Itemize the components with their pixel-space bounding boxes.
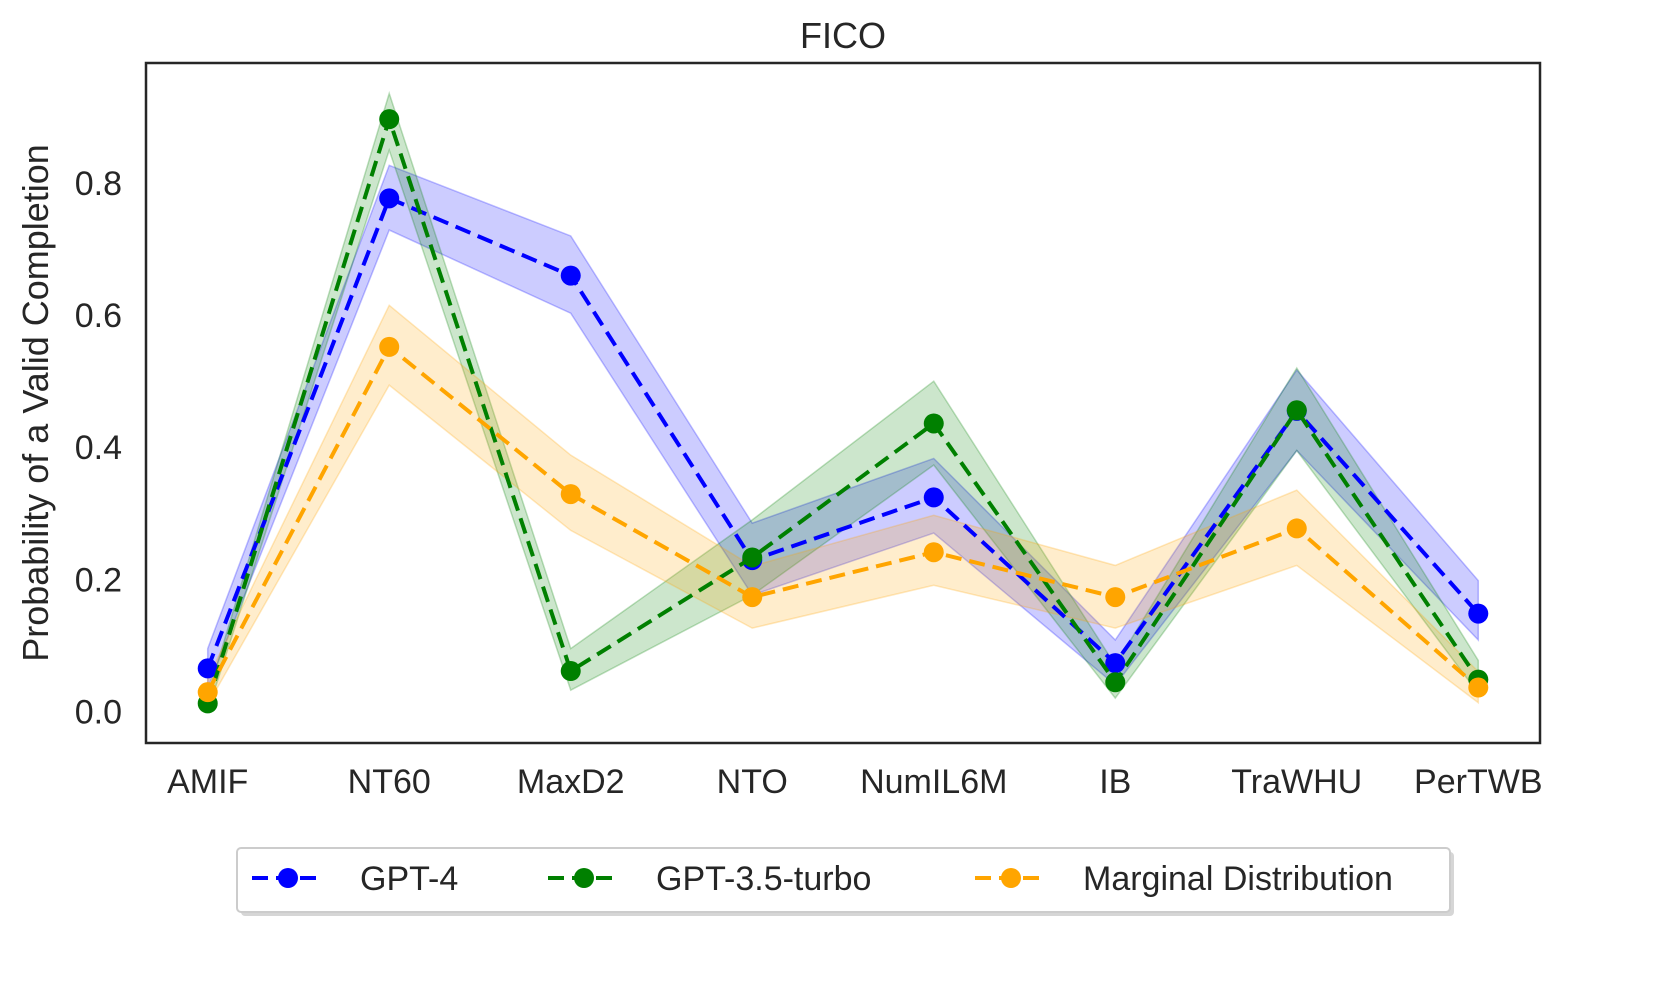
confidence-bands xyxy=(206,90,1480,712)
point-marginal-distribution xyxy=(923,542,944,563)
point-gpt-3-5-turbo xyxy=(742,547,763,568)
point-marginal-distribution xyxy=(742,587,763,608)
legend-marker xyxy=(574,868,594,888)
y-tick-label: 0.2 xyxy=(75,561,122,599)
y-tick-label: 0.6 xyxy=(75,297,122,335)
x-tick-label: AMIF xyxy=(167,763,248,801)
legend: GPT-4 GPT-3.5-turbo Marginal Distribution xyxy=(236,847,1454,916)
point-gpt-4 xyxy=(923,487,944,508)
y-tick-label: 0.0 xyxy=(75,693,122,731)
x-tick-label: NTO xyxy=(717,763,788,801)
plot-frame xyxy=(144,61,1542,745)
x-tick-label: NumIL6M xyxy=(860,763,1007,801)
legend-marker xyxy=(278,868,298,888)
point-marginal-distribution xyxy=(379,336,400,357)
y-axis-label: Probability of a Valid Completion xyxy=(15,144,56,662)
point-gpt-4 xyxy=(1468,603,1489,624)
legend-label: GPT-4 xyxy=(360,860,458,898)
point-gpt-4 xyxy=(560,265,581,286)
x-tick-label: MaxD2 xyxy=(517,763,625,801)
point-gpt-4 xyxy=(379,188,400,209)
point-marginal-distribution xyxy=(1286,518,1307,539)
legend-label: Marginal Distribution xyxy=(1083,860,1393,898)
point-gpt-4 xyxy=(197,658,218,679)
legend-marker xyxy=(1001,868,1021,888)
series-lines xyxy=(197,109,1489,714)
y-tick-label: 0.4 xyxy=(75,429,122,467)
point-marginal-distribution xyxy=(1468,677,1489,698)
x-tick-label: TraWHU xyxy=(1231,763,1362,801)
x-axis: AMIF NT60 MaxD2 NTO NumIL6M IB TraWHU PerTWB xyxy=(167,763,1542,801)
point-gpt-3-5-turbo xyxy=(1105,672,1126,693)
point-gpt-3-5-turbo xyxy=(1286,400,1307,421)
point-marginal-distribution xyxy=(1105,587,1126,608)
legend-label: GPT-3.5-turbo xyxy=(656,860,871,898)
line-marginal-distribution xyxy=(205,343,1480,694)
band-gpt-4 xyxy=(206,164,1480,689)
y-axis: 0.0 0.2 0.4 0.6 0.8 xyxy=(75,165,122,731)
x-tick-label: NT60 xyxy=(348,763,431,801)
x-tick-label: IB xyxy=(1099,763,1131,801)
point-gpt-3-5-turbo xyxy=(923,413,944,434)
point-gpt-3-5-turbo xyxy=(560,661,581,682)
point-marginal-distribution xyxy=(560,484,581,505)
point-gpt-3-5-turbo xyxy=(379,109,400,130)
line-gpt-3-5-turbo xyxy=(205,112,1480,704)
x-tick-label: PerTWB xyxy=(1414,763,1542,801)
y-tick-label: 0.8 xyxy=(75,165,122,203)
chart-title: FICO xyxy=(800,15,886,56)
point-gpt-4 xyxy=(1105,653,1126,674)
point-marginal-distribution xyxy=(197,682,218,703)
